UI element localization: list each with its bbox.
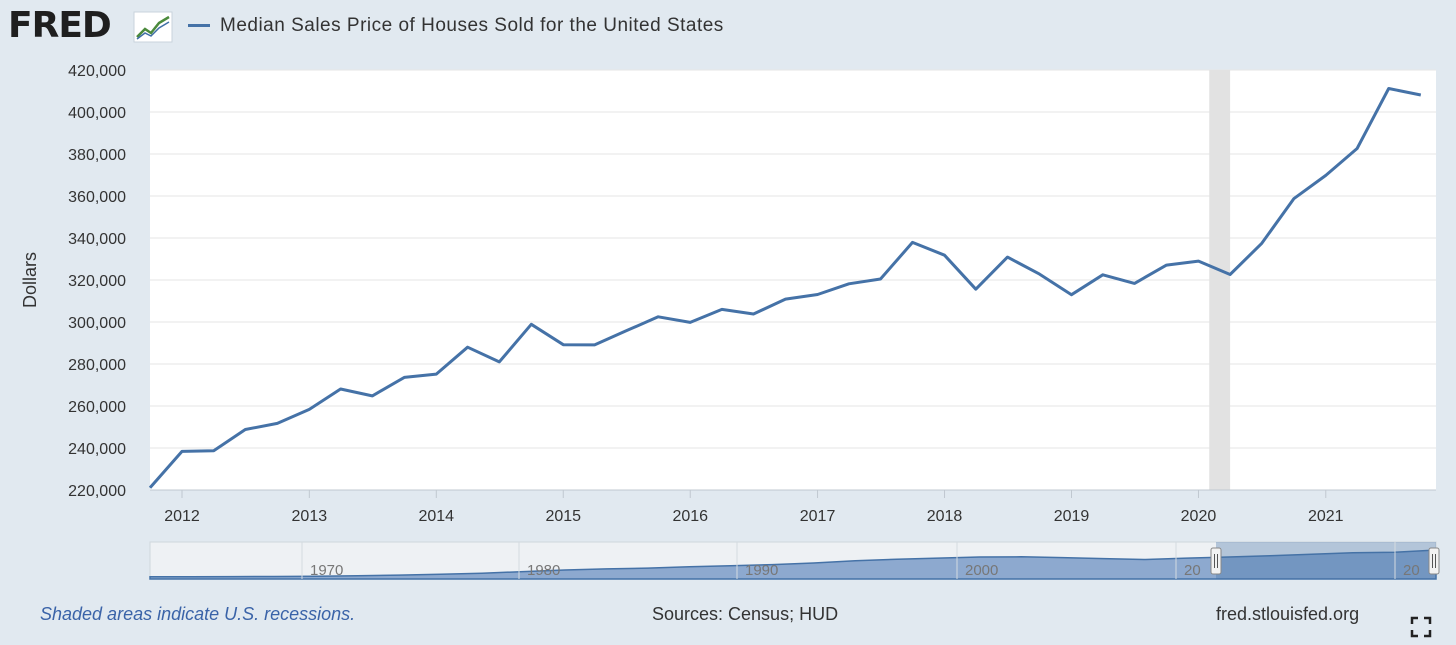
site-link[interactable]: fred.stlouisfed.org — [1216, 604, 1360, 624]
x-tick-label: 2012 — [164, 508, 200, 525]
x-tick-label: 2021 — [1308, 508, 1344, 525]
y-tick-label: 320,000 — [68, 273, 126, 290]
navigator-label: 1990 — [745, 562, 778, 579]
y-tick-label: 400,000 — [68, 105, 126, 122]
fullscreen-icon[interactable] — [1410, 616, 1432, 638]
legend-label: Median Sales Price of Houses Sold for th… — [220, 15, 724, 36]
navigator-label: 20 — [1184, 562, 1201, 579]
navigator-handle[interactable] — [1210, 547, 1222, 575]
y-tick-label: 280,000 — [68, 357, 126, 374]
y-tick-label: 260,000 — [68, 399, 126, 416]
y-axis: 220,000 240,000 260,000 280,000 300,000 320,0… — [68, 63, 126, 500]
recession-note: Shaded areas indicate U.S. recessions. — [40, 604, 356, 624]
navigator-series — [149, 549, 1437, 580]
x-axis: 2012 2013 2014 2015 2016 2017 2018 2019 2020 2021 — [164, 490, 1344, 525]
fred-logo[interactable]: FRED — [8, 5, 112, 46]
chart-trend-icon — [133, 11, 173, 43]
y-tick-label: 420,000 — [68, 63, 126, 80]
navigator-label: 20 — [1403, 562, 1420, 579]
navigator-label: 1980 — [527, 562, 560, 579]
sources: Sources: Census; HUD — [652, 604, 839, 624]
x-tick-label: 2016 — [672, 508, 708, 525]
recession-band — [1209, 70, 1231, 490]
navigator-label: 1970 — [310, 562, 343, 579]
y-tick-label: 220,000 — [68, 483, 126, 500]
x-tick-label: 2017 — [800, 508, 836, 525]
y-tick-label: 300,000 — [68, 315, 126, 332]
x-tick-label: 2018 — [927, 508, 963, 525]
x-tick-label: 2019 — [1054, 508, 1090, 525]
navigator-label: 2000 — [965, 562, 998, 579]
x-tick-label: 2014 — [418, 508, 454, 525]
x-tick-label: 2020 — [1181, 508, 1217, 525]
navigator-handle[interactable] — [1428, 547, 1440, 575]
y-tick-label: 240,000 — [68, 441, 126, 458]
x-tick-label: 2013 — [292, 508, 328, 525]
y-tick-label: 360,000 — [68, 189, 126, 206]
y-axis-title: Dollars — [20, 252, 40, 308]
navigator-selection — [1216, 542, 1436, 579]
header: FRED Median Sales Price of Houses Sold f… — [8, 6, 908, 46]
legend-line — [188, 24, 210, 27]
line-chart: 220,000 240,000 260,000 280,000 300,000 320,0… — [20, 63, 1440, 580]
y-tick-label: 340,000 — [68, 231, 126, 248]
series-line — [148, 87, 1422, 489]
x-tick-label: 2015 — [545, 508, 581, 525]
navigator[interactable]: 1970 1980 1990 2000 20 20 — [149, 541, 1440, 580]
y-tick-label: 380,000 — [68, 147, 126, 164]
